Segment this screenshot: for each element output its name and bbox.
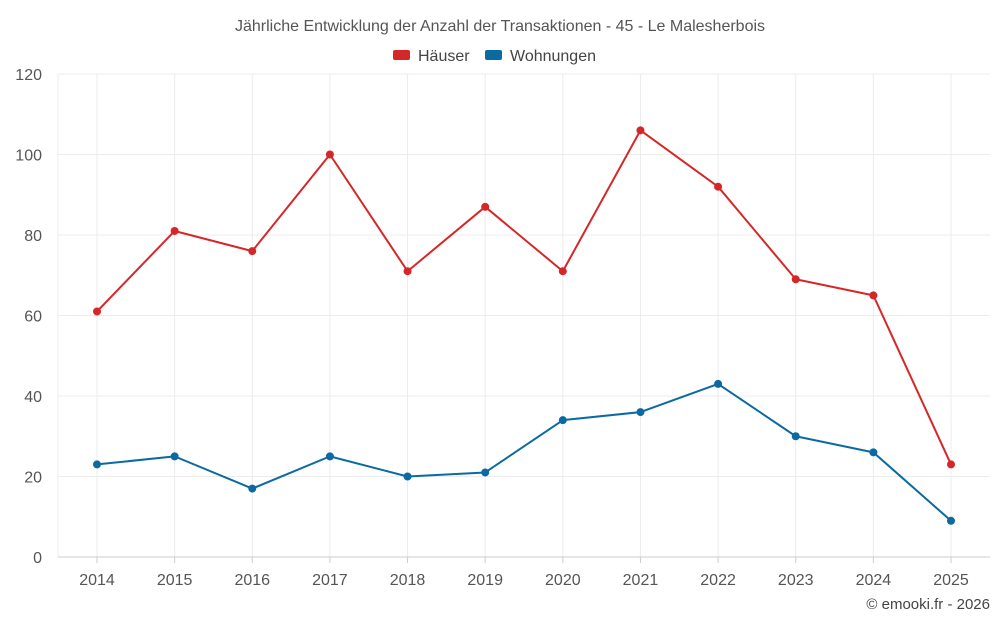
legend-item-wohnungen[interactable]: Wohnungen [485, 48, 596, 65]
legend-item-haeuser[interactable]: Häuser [393, 48, 470, 65]
data-point-wohnungen-2025[interactable] [947, 517, 955, 525]
data-point-wohnungen-2019[interactable] [481, 468, 489, 476]
data-point-haeuser-2014[interactable] [93, 307, 101, 315]
copyright-credit: © emooki.fr - 2026 [866, 596, 990, 613]
data-point-haeuser-2022[interactable] [714, 183, 722, 191]
legend-swatch-wohnungen [485, 50, 502, 60]
x-tick-label: 2022 [700, 572, 736, 589]
y-tick-label: 100 [15, 148, 42, 165]
x-tick-label: 2014 [79, 572, 115, 589]
x-tick-label: 2019 [467, 572, 503, 589]
data-point-haeuser-2019[interactable] [481, 203, 489, 211]
data-point-wohnungen-2021[interactable] [636, 408, 644, 416]
data-point-haeuser-2024[interactable] [869, 291, 877, 299]
x-tick-label: 2016 [234, 572, 270, 589]
data-point-haeuser-2015[interactable] [171, 227, 179, 235]
data-point-wohnungen-2024[interactable] [869, 448, 877, 456]
data-point-wohnungen-2017[interactable] [326, 452, 334, 460]
data-point-wohnungen-2016[interactable] [248, 485, 256, 493]
chart-title: Jährliche Entwicklung der Anzahl der Tra… [235, 18, 765, 35]
legend-label-wohnungen: Wohnungen [510, 48, 596, 65]
data-point-haeuser-2021[interactable] [636, 126, 644, 134]
data-point-wohnungen-2014[interactable] [93, 460, 101, 468]
y-axis-ticks: 0 20 40 60 80 100 120 [15, 67, 42, 567]
legend-label-haeuser: Häuser [418, 48, 470, 65]
y-tick-label: 40 [24, 389, 42, 406]
chart-container: Jährliche Entwicklung der Anzahl der Tra… [0, 0, 1000, 625]
series-line-haeuser [97, 130, 951, 464]
data-point-haeuser-2018[interactable] [404, 267, 412, 275]
y-tick-label: 20 [24, 470, 42, 487]
x-tick-label: 2025 [933, 572, 969, 589]
series-layer [93, 126, 955, 524]
data-point-haeuser-2025[interactable] [947, 460, 955, 468]
data-point-wohnungen-2018[interactable] [404, 473, 412, 481]
x-tick-label: 2017 [312, 572, 348, 589]
x-tick-label: 2021 [623, 572, 659, 589]
x-tick-label: 2018 [390, 572, 426, 589]
y-tick-label: 60 [24, 309, 42, 326]
y-tick-label: 0 [33, 550, 42, 567]
legend-swatch-haeuser [393, 50, 410, 60]
x-tick-label: 2020 [545, 572, 581, 589]
x-tick-label: 2023 [778, 572, 814, 589]
data-point-wohnungen-2023[interactable] [792, 432, 800, 440]
data-point-wohnungen-2015[interactable] [171, 452, 179, 460]
y-tick-label: 80 [24, 228, 42, 245]
series-line-wohnungen [97, 384, 951, 521]
data-point-haeuser-2020[interactable] [559, 267, 567, 275]
line-chart: Jährliche Entwicklung der Anzahl der Tra… [0, 0, 1000, 625]
data-point-haeuser-2017[interactable] [326, 151, 334, 159]
data-point-wohnungen-2020[interactable] [559, 416, 567, 424]
legend: Häuser Wohnungen [393, 48, 596, 65]
data-point-haeuser-2023[interactable] [792, 275, 800, 283]
x-axis-ticks: 2014 2015 2016 2017 2018 2019 2020 2021 2022 2023… [79, 557, 969, 589]
x-tick-label: 2024 [856, 572, 892, 589]
y-tick-label: 120 [15, 67, 42, 84]
gridlines [58, 74, 990, 557]
data-point-haeuser-2016[interactable] [248, 247, 256, 255]
x-tick-label: 2015 [157, 572, 193, 589]
data-point-wohnungen-2022[interactable] [714, 380, 722, 388]
